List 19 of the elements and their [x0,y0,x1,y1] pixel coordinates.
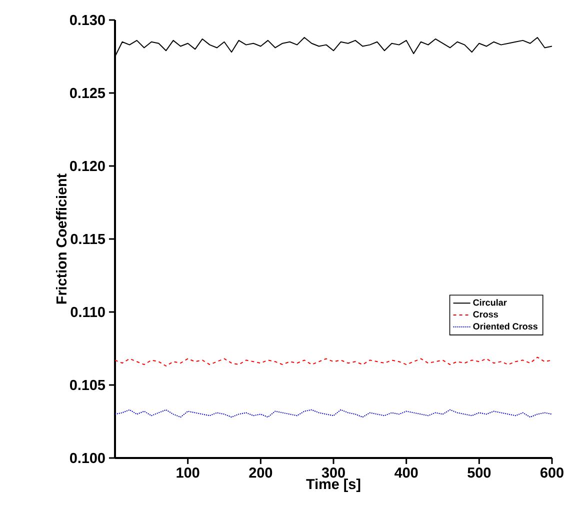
legend-label: Cross [473,311,498,318]
y-tick-label: 0.115 [70,234,106,244]
line-series [115,409,552,418]
x-tick-label: 300 [322,468,345,478]
y-tick-label: 0.100 [70,452,105,464]
x-tick-label: 400 [394,468,418,478]
legend-label: Oriented Cross [473,322,538,330]
x-tick-label: 200 [249,468,272,478]
y-axis-title: Friction Coefficient [56,174,67,304]
x-tick-label: 600 [540,468,564,478]
x-axis-title: Time [s] [306,478,360,492]
y-tick-label: 0.120 [70,160,105,172]
x-tick-label: 500 [468,468,491,478]
x-tick-label: 100 [176,468,200,478]
y-tick-label: 0.130 [70,14,105,26]
y-tick-label: 0.125 [70,88,106,98]
y-tick-label: 0.110 [70,306,105,318]
y-tick-label: 0.105 [70,380,106,390]
legend-label: Circular [473,299,507,306]
